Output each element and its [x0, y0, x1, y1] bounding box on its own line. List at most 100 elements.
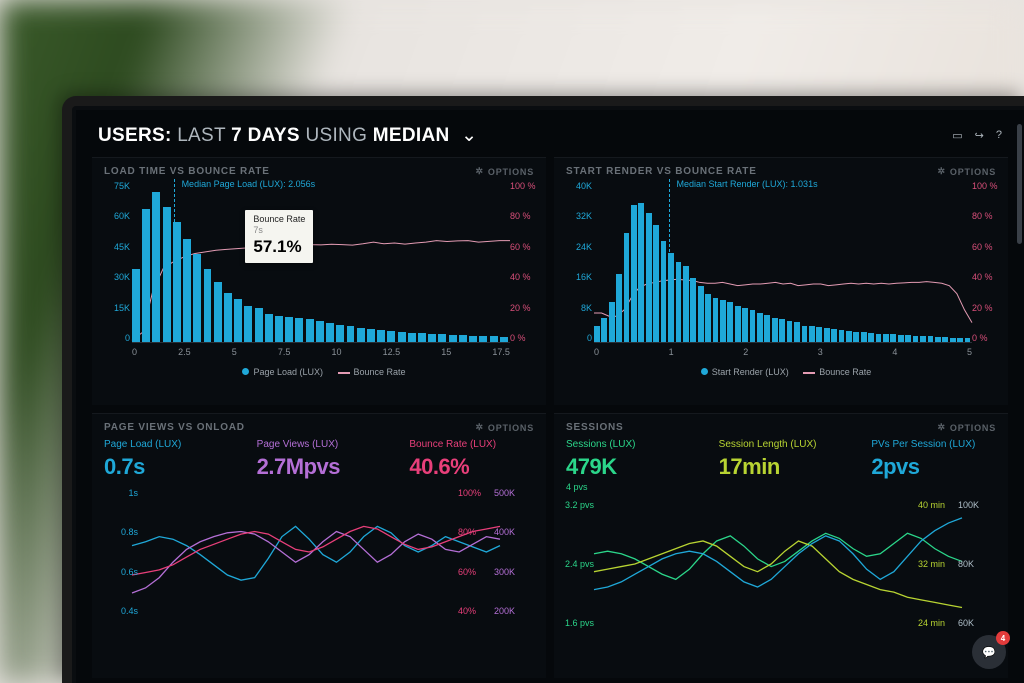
bar[interactable] — [742, 308, 748, 342]
bar[interactable] — [876, 334, 882, 342]
bar[interactable] — [928, 336, 934, 342]
bar[interactable] — [616, 274, 622, 342]
bar[interactable] — [479, 336, 487, 342]
bar[interactable] — [367, 329, 375, 342]
bar[interactable] — [676, 262, 682, 343]
bar[interactable] — [705, 294, 711, 342]
bar[interactable] — [438, 334, 446, 342]
bar[interactable] — [883, 334, 889, 342]
bar[interactable] — [594, 326, 600, 342]
bar[interactable] — [861, 332, 867, 342]
bar[interactable] — [661, 241, 667, 342]
bar[interactable] — [601, 318, 607, 342]
bar[interactable] — [957, 338, 963, 342]
bar[interactable] — [898, 335, 904, 342]
bar[interactable] — [816, 327, 822, 342]
bar[interactable] — [609, 302, 615, 342]
bar[interactable] — [183, 239, 191, 342]
bar[interactable] — [306, 319, 314, 342]
bar[interactable] — [631, 205, 637, 342]
options-button[interactable]: ✲ OPTIONS — [938, 166, 996, 177]
bar[interactable] — [757, 313, 763, 342]
bar[interactable] — [244, 306, 252, 342]
bar[interactable] — [214, 282, 222, 342]
bar[interactable] — [965, 338, 971, 342]
bar[interactable] — [942, 337, 948, 342]
bar[interactable] — [794, 322, 800, 342]
bar[interactable] — [255, 308, 263, 342]
bar[interactable] — [787, 321, 793, 342]
scrollbar[interactable] — [1017, 124, 1022, 244]
bar[interactable] — [408, 333, 416, 342]
bar[interactable] — [295, 318, 303, 342]
bar[interactable] — [853, 332, 859, 342]
bar[interactable] — [920, 336, 926, 342]
bar[interactable] — [428, 334, 436, 342]
chat-widget[interactable]: 💬 4 — [972, 635, 1006, 669]
bar[interactable] — [727, 302, 733, 342]
bar[interactable] — [779, 319, 785, 342]
bar[interactable] — [193, 254, 201, 342]
bar[interactable] — [316, 321, 324, 342]
bar[interactable] — [152, 192, 160, 342]
bar[interactable] — [387, 331, 395, 342]
help-icon[interactable]: ? — [996, 129, 1002, 142]
bar[interactable] — [809, 326, 815, 342]
bar[interactable] — [646, 213, 652, 342]
bar[interactable] — [846, 331, 852, 342]
bar[interactable] — [720, 300, 726, 342]
bar[interactable] — [459, 335, 467, 342]
bar[interactable] — [347, 326, 355, 342]
bar[interactable] — [398, 332, 406, 342]
bar[interactable] — [285, 317, 293, 342]
bar[interactable] — [326, 323, 334, 342]
dashboard-screen: USERS: LAST 7 DAYS USING MEDIAN ⌄ ▭ ↪ ? … — [76, 110, 1024, 683]
bar[interactable] — [377, 330, 385, 342]
bar[interactable] — [935, 337, 941, 342]
bar[interactable] — [824, 328, 830, 342]
bar[interactable] — [735, 306, 741, 342]
bar[interactable] — [690, 278, 696, 342]
bar[interactable] — [868, 333, 874, 342]
bar[interactable] — [275, 316, 283, 342]
bar[interactable] — [913, 336, 919, 342]
bar[interactable] — [449, 335, 457, 342]
median-line — [669, 179, 670, 342]
bar[interactable] — [772, 318, 778, 342]
bar[interactable] — [234, 299, 242, 342]
bar[interactable] — [698, 286, 704, 342]
bar[interactable] — [490, 336, 498, 342]
bar[interactable] — [336, 325, 344, 342]
bar[interactable] — [750, 310, 756, 342]
bar[interactable] — [905, 335, 911, 342]
bar[interactable] — [204, 269, 212, 342]
monitor-icon[interactable]: ▭ — [952, 129, 962, 142]
bar[interactable] — [839, 330, 845, 342]
bar[interactable] — [653, 225, 659, 342]
options-button[interactable]: ✲ OPTIONS — [476, 422, 534, 433]
panel-title: START RENDER VS BOUNCE RATE — [566, 166, 757, 177]
bar[interactable] — [950, 338, 956, 342]
bar[interactable] — [713, 298, 719, 342]
bar[interactable] — [469, 336, 477, 342]
bar[interactable] — [764, 315, 770, 342]
panel-page-views-vs-onload: PAGE VIEWS VS ONLOAD ✲ OPTIONS Page Load… — [92, 413, 546, 678]
bar[interactable] — [831, 329, 837, 342]
bar[interactable] — [132, 269, 140, 342]
share-icon[interactable]: ↪ — [975, 129, 984, 142]
options-button[interactable]: ✲ OPTIONS — [476, 166, 534, 177]
bar[interactable] — [224, 293, 232, 342]
bar[interactable] — [357, 328, 365, 342]
bar[interactable] — [500, 337, 508, 342]
bar[interactable] — [683, 266, 689, 342]
bar[interactable] — [265, 314, 273, 342]
bar[interactable] — [624, 233, 630, 342]
bar[interactable] — [142, 209, 150, 342]
bar[interactable] — [802, 326, 808, 342]
bar[interactable] — [418, 333, 426, 342]
bar[interactable] — [890, 334, 896, 342]
filter-selector[interactable]: USERS: LAST 7 DAYS USING MEDIAN ⌄ — [98, 124, 477, 147]
bar[interactable] — [163, 207, 171, 342]
options-button[interactable]: ✲ OPTIONS — [938, 422, 996, 433]
bar[interactable] — [638, 203, 644, 342]
